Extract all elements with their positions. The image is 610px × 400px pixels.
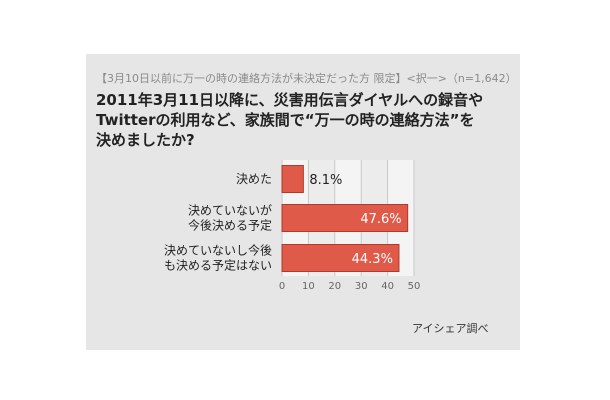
x-tick-label: 10	[302, 281, 315, 292]
x-tick-label: 40	[381, 281, 394, 292]
chart-title: 2011年3月11日以降に、災害用伝言ダイヤルへの録音や Twitterの利用な…	[96, 90, 506, 150]
bar-value-label: 8.1%	[309, 173, 342, 188]
category-label: 決めていないし今後	[164, 243, 272, 258]
bar-value-label: 47.6%	[360, 212, 401, 227]
x-tick-label: 0	[279, 281, 285, 292]
category-label: も決める予定はない	[164, 258, 272, 273]
title-line-2: Twitterの利用など、家族間で“万一の時の連絡方法”を	[96, 111, 475, 129]
x-tick-label: 30	[355, 281, 368, 292]
title-line-1: 2011年3月11日以降に、災害用伝言ダイヤルへの録音や	[96, 91, 484, 109]
bar	[281, 204, 409, 232]
x-tick-label: 50	[408, 281, 421, 292]
category-label: 決めた	[236, 172, 272, 186]
category-label: 決めていないが	[188, 203, 272, 218]
source-note: アイシェア調べ	[412, 322, 489, 335]
bar	[281, 165, 304, 193]
x-tick-label: 20	[328, 281, 341, 292]
bar-value-label: 44.3%	[352, 252, 393, 267]
category-label: 今後決める予定	[188, 218, 272, 233]
chart-subtitle: 【3月10日以前に万一の時の連絡方法が未決定だった方 限定】<択一>（n=1,6…	[96, 72, 517, 85]
bar	[281, 244, 400, 272]
title-line-3: 決めましたか?	[96, 131, 195, 149]
